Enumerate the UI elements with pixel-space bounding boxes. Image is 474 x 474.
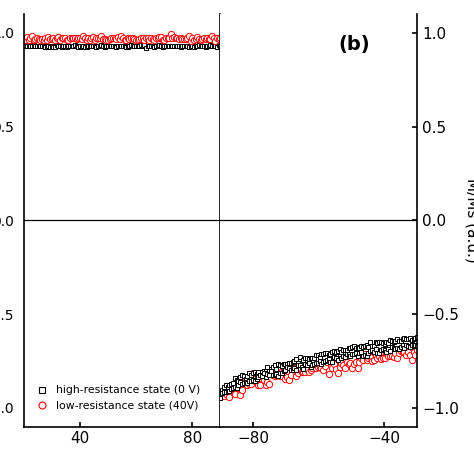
Legend: high-resistance state (0 V), low-resistance state (40V): high-resistance state (0 V), low-resista…	[29, 383, 202, 413]
Text: (b): (b)	[338, 35, 370, 54]
Y-axis label: M/Ms (a.u.): M/Ms (a.u.)	[465, 178, 474, 263]
